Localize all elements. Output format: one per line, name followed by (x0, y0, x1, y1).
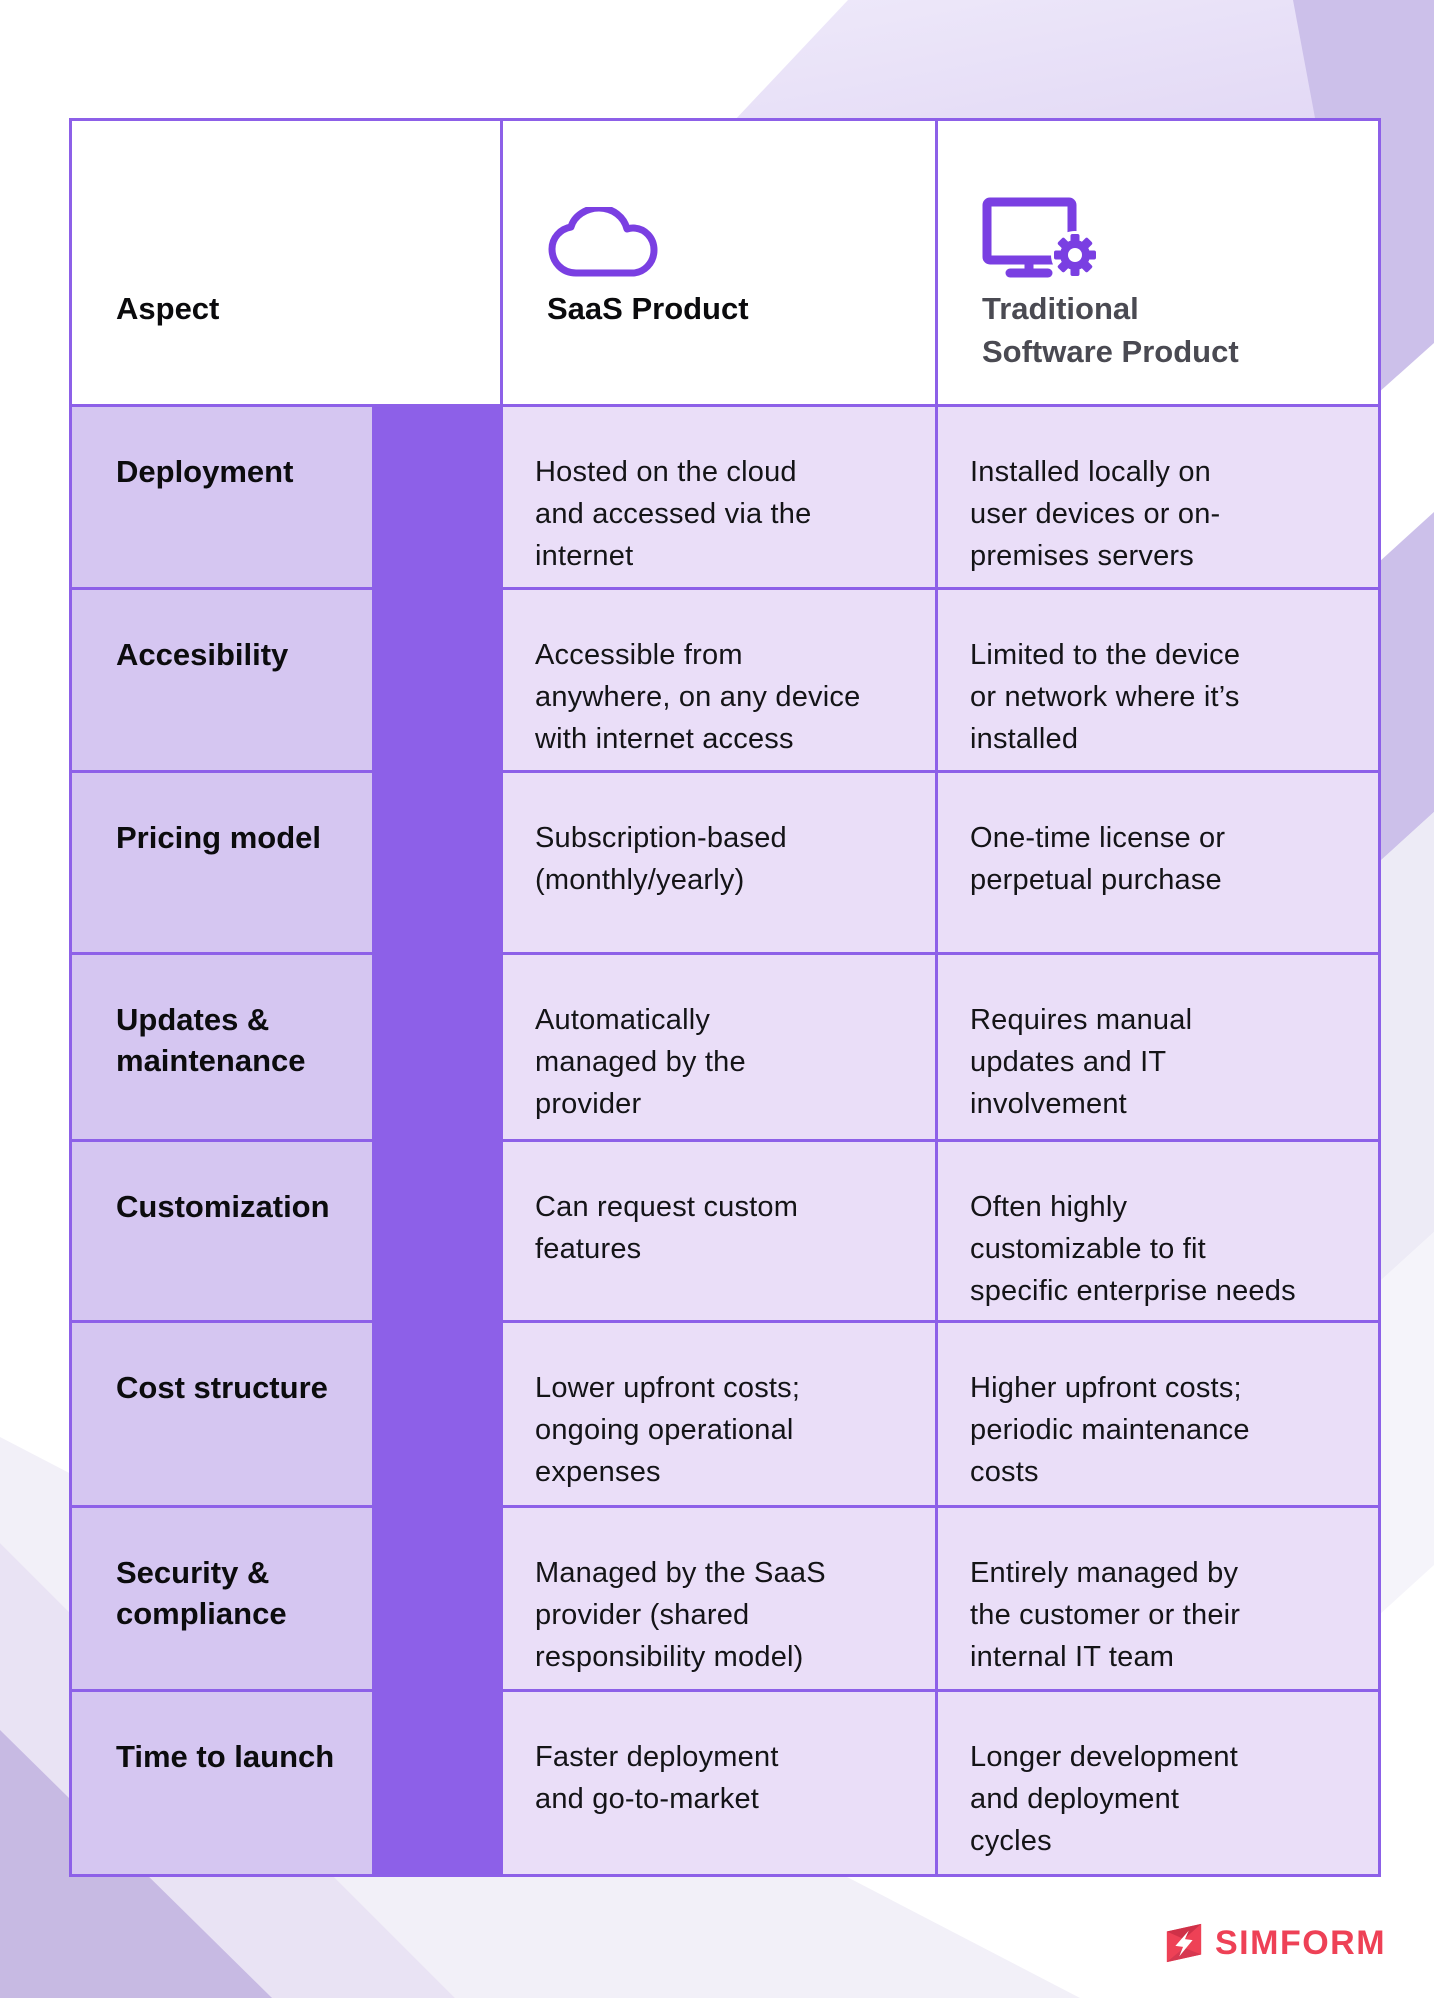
saas-value: Automatically managed by the provider (503, 955, 935, 1139)
saas-value: Managed by the SaaS provider (shared res… (503, 1508, 935, 1689)
column-header-saas: SaaS Product (547, 291, 749, 326)
saas-value: Lower upfront costs; ongoing operational… (503, 1323, 935, 1505)
comparison-table: Aspect SaaS Product (69, 118, 1381, 1877)
column-header-aspect: Aspect (116, 291, 220, 326)
header-cell-aspect: Aspect (72, 121, 500, 404)
aspect-label: Customization (72, 1142, 372, 1320)
empty-icon-slot (116, 189, 482, 281)
icon-slot (982, 189, 1360, 281)
traditional-value: Longer development and deployment cycles (938, 1692, 1378, 1874)
traditional-value: Limited to the device or network where i… (938, 590, 1378, 770)
cloud-icon (548, 207, 658, 277)
aspect-label: Accesibility (72, 590, 372, 770)
traditional-value: One-time license or perpetual purchase (938, 773, 1378, 952)
saas-value: Subscription-based (monthly/yearly) (503, 773, 935, 952)
simform-logo: SIMFORM (1163, 1920, 1386, 1966)
traditional-value: Often highly customizable to fit specifi… (938, 1142, 1378, 1320)
traditional-value: Higher upfront costs; periodic maintenan… (938, 1323, 1378, 1505)
traditional-value: Requires manual updates and IT involveme… (938, 955, 1378, 1139)
simform-logo-mark (1166, 1923, 1202, 1963)
aspect-label: Updates & maintenance (72, 955, 372, 1139)
aspect-label: Deployment (72, 407, 372, 587)
icon-slot (547, 189, 917, 281)
column-header-traditional: Traditional Software Product (982, 291, 1239, 369)
aspect-label: Pricing model (72, 773, 372, 952)
simform-logo-text: SIMFORM (1215, 1923, 1387, 1962)
saas-value: Can request custom features (503, 1142, 935, 1320)
traditional-value: Entirely managed by the customer or thei… (938, 1508, 1378, 1689)
header-cell-traditional: Traditional Software Product (938, 121, 1378, 404)
aspect-label: Time to launch (72, 1692, 372, 1874)
aspect-label: Security & compliance (72, 1508, 372, 1689)
saas-value: Faster deployment and go-to-market (503, 1692, 935, 1874)
saas-value: Accessible from anywhere, on any device … (503, 590, 935, 770)
monitor-gear-icon (982, 197, 1099, 279)
traditional-value: Installed locally on user devices or on-… (938, 407, 1378, 587)
saas-value: Hosted on the cloud and accessed via the… (503, 407, 935, 587)
header-cell-saas: SaaS Product (503, 121, 935, 404)
aspect-label: Cost structure (72, 1323, 372, 1505)
